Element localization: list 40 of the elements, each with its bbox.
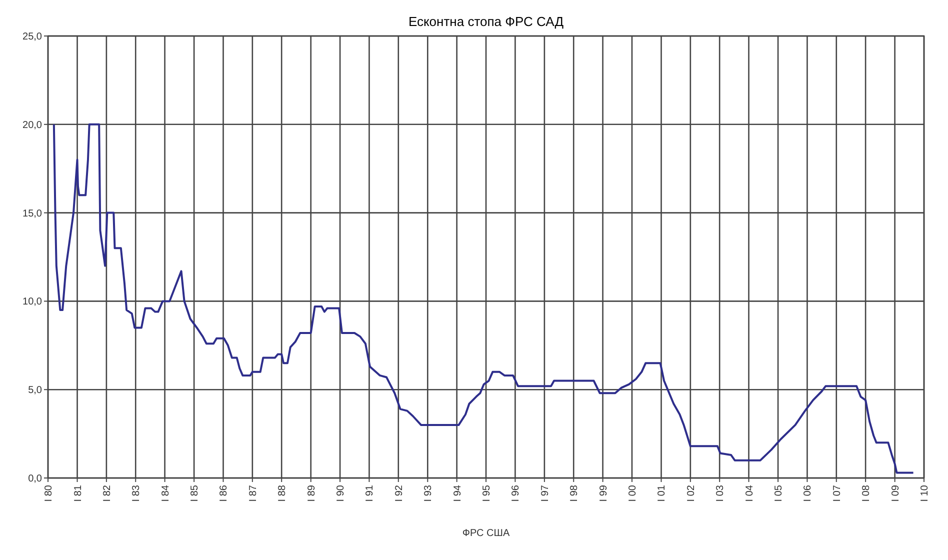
y-tick-label: 10,0 — [22, 296, 42, 308]
x-tick-label: I 09 — [890, 484, 902, 502]
y-tick-label: 0,0 — [28, 474, 42, 484]
x-tick-label: I 02 — [686, 484, 697, 502]
y-tick-label: 20,0 — [22, 120, 42, 131]
line-series — [52, 123, 914, 474]
x-tick-label: I 89 — [306, 484, 318, 502]
x-tick-label: I 05 — [774, 484, 785, 502]
y-tick-label: 5,0 — [28, 385, 42, 396]
x-tick-label: I 10 — [920, 484, 930, 502]
y-tick-label: 15,0 — [22, 208, 42, 220]
x-tick-label: I 88 — [277, 484, 288, 502]
x-tick-label: I 00 — [627, 484, 638, 502]
x-tick-label: I 85 — [190, 484, 201, 502]
x-tick-label: I 87 — [248, 484, 259, 502]
x-tick-label: I 04 — [744, 484, 756, 502]
x-tick-label: I 80 — [44, 484, 54, 502]
x-tick-label: I 95 — [482, 484, 492, 502]
x-tick-label: I 93 — [423, 484, 434, 502]
x-tick-label: I 99 — [598, 484, 610, 502]
x-tick-label: I 90 — [336, 484, 347, 502]
x-tick-label: I 94 — [452, 484, 464, 502]
x-tick-label: I 03 — [715, 484, 726, 502]
x-tick-label: I 08 — [861, 484, 872, 502]
chart-title: Есконтна стопа ФРС САД — [408, 14, 564, 29]
x-tick-label: I 01 — [656, 484, 668, 502]
x-tick-label: I 07 — [832, 484, 843, 502]
x-tick-label: I 82 — [102, 484, 113, 502]
x-tick-label: I 06 — [802, 484, 814, 502]
x-tick-label: I 92 — [394, 484, 405, 502]
x-tick-label: I 81 — [72, 484, 84, 502]
x-tick-label: I 91 — [364, 484, 376, 502]
y-tick-label: 25,0 — [22, 32, 42, 42]
x-tick-label: I 97 — [540, 484, 551, 502]
text: ФРС США — [462, 528, 510, 539]
x-tick-label: I 86 — [218, 484, 230, 502]
x-tick-label: I 96 — [510, 484, 522, 502]
x-tick-label: I 98 — [569, 484, 580, 502]
x-tick-label: I 84 — [160, 484, 172, 502]
x-tick-label: I 83 — [131, 484, 142, 502]
